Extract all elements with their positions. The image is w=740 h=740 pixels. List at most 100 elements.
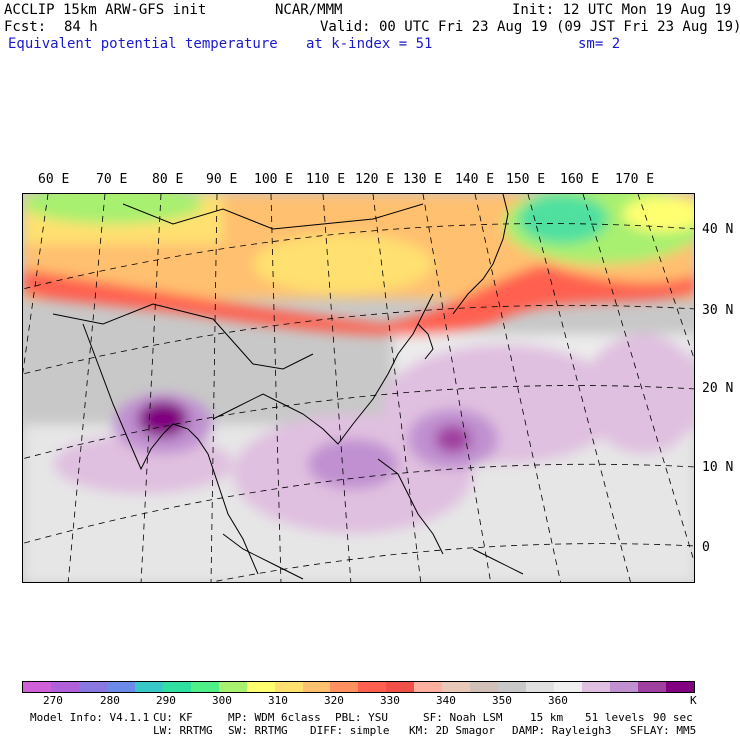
colorbar-swatch (78, 682, 107, 692)
colorbar-swatch (134, 682, 163, 692)
colorbar-swatch (358, 682, 387, 692)
border-himalaya (52, 303, 314, 370)
colorbar-swatch (442, 682, 471, 692)
field-ne-warm (623, 196, 694, 232)
footer-sw: SW: RRTMG (228, 724, 288, 737)
lon-label: 110 E (306, 172, 346, 187)
lon-label: 70 E (96, 172, 128, 187)
colorbar-swatch (470, 682, 499, 692)
colorbar-tick: 300 (212, 694, 232, 707)
colorbar-tick: 320 (324, 694, 344, 707)
org-label: NCAR/MMM (275, 2, 343, 18)
colorbar-swatch (190, 682, 219, 692)
lat-label: 30 N (702, 303, 734, 318)
field-pacific-east (583, 334, 694, 454)
colorbar-swatch (218, 682, 247, 692)
lon-label: 100 E (254, 172, 294, 187)
colorbar-tick: 330 (380, 694, 400, 707)
colorbar-swatch (246, 682, 275, 692)
colorbar-swatch (414, 682, 443, 692)
colorbar-swatch (330, 682, 359, 692)
footer-res: 15 km (530, 711, 564, 724)
meridian (527, 194, 631, 582)
parallel (23, 223, 694, 290)
field-typhoon-max (435, 425, 471, 453)
parallel (23, 304, 694, 375)
colorbar-swatch (554, 682, 583, 692)
field-central-warm (253, 234, 433, 294)
lat-label: 0 (702, 540, 710, 555)
footer-timestep: 90 sec (653, 711, 693, 724)
footer-model-info: Model Info: V4.1.1 (30, 711, 150, 724)
parallel (23, 385, 694, 460)
footer-sflay: SFLAY: MM5 (630, 724, 697, 737)
colorbar-swatch (386, 682, 415, 692)
coast-south-asia (82, 323, 259, 575)
colorbar-swatch (610, 682, 638, 692)
valid-time: Valid: 00 UTC Fri 23 Aug 19 (09 JST Fri … (320, 19, 740, 35)
lon-label: 130 E (403, 172, 443, 187)
colorbar-swatch (274, 682, 303, 692)
coast-sumatra (222, 533, 304, 580)
colorbar-swatch (665, 682, 694, 692)
meridian (582, 194, 694, 563)
footer-levels: 51 levels (585, 711, 645, 724)
footer-mp: MP: WDM 6class (228, 711, 321, 724)
forecast-label: Fcst: (4, 19, 47, 35)
colorbar-swatch (498, 682, 527, 692)
footer-sf: SF: Noah LSM (423, 711, 503, 724)
field-ne-cold (518, 194, 608, 244)
level-index: at k-index = 51 (306, 36, 433, 52)
lat-label: 40 N (702, 222, 734, 237)
colorbar-tick: 280 (100, 694, 120, 707)
parallel (210, 543, 694, 582)
colorbar-swatch (582, 682, 611, 692)
colorbar-tick: 290 (156, 694, 176, 707)
graticule (23, 194, 694, 582)
coast-china (212, 293, 434, 445)
coast-korea (417, 323, 434, 360)
init-time: Init: 12 UTC Mon 19 Aug 19 (512, 2, 732, 18)
parallel (23, 463, 694, 544)
footer-km: KM: 2D Smagor (409, 724, 496, 737)
field-bay-max (138, 401, 188, 437)
model-title: ACCLIP 15km ARW-GFS init (4, 2, 207, 18)
lon-label: 60 E (38, 172, 70, 187)
coastlines (52, 194, 524, 580)
colorbar-swatch (526, 682, 555, 692)
border-north (122, 203, 424, 230)
lon-label: 140 E (455, 172, 495, 187)
colorbar-unit: K (690, 694, 697, 707)
lon-label: 120 E (355, 172, 395, 187)
smoothing: sm= 2 (578, 36, 621, 52)
footer-cu: CU: KF (153, 711, 193, 724)
colorbar-tick: 350 (492, 694, 512, 707)
colorbar-tick: 310 (268, 694, 288, 707)
colorbar-swatch (637, 682, 666, 692)
footer-lw: LW: RRTMG (153, 724, 213, 737)
lon-label: 160 E (560, 172, 600, 187)
lon-label: 90 E (206, 172, 238, 187)
lon-label: 80 E (152, 172, 184, 187)
colorbar (22, 681, 695, 693)
field-scs-mid (308, 439, 398, 489)
footer-damp: DAMP: Rayleigh3 (512, 724, 612, 737)
colorbar-tick: 360 (548, 694, 568, 707)
footer-diff: DIFF: simple (310, 724, 390, 737)
meridian (637, 194, 694, 360)
colorbar-swatch (23, 682, 51, 692)
colorbar-swatch (50, 682, 79, 692)
field-front (23, 264, 694, 336)
field-name: Equivalent potential temperature (8, 36, 278, 52)
colorbar-swatch (162, 682, 191, 692)
coast-indonesia (472, 548, 524, 575)
colorbar-tick: 270 (43, 694, 63, 707)
colorbar-swatch (106, 682, 135, 692)
lon-label: 150 E (506, 172, 546, 187)
coast-philippines (377, 458, 444, 555)
coast-japan (452, 194, 509, 315)
map-graphic (23, 194, 694, 582)
forecast-hours: 84 h (64, 19, 98, 35)
meridian (474, 194, 561, 582)
footer-pbl: PBL: YSU (335, 711, 388, 724)
